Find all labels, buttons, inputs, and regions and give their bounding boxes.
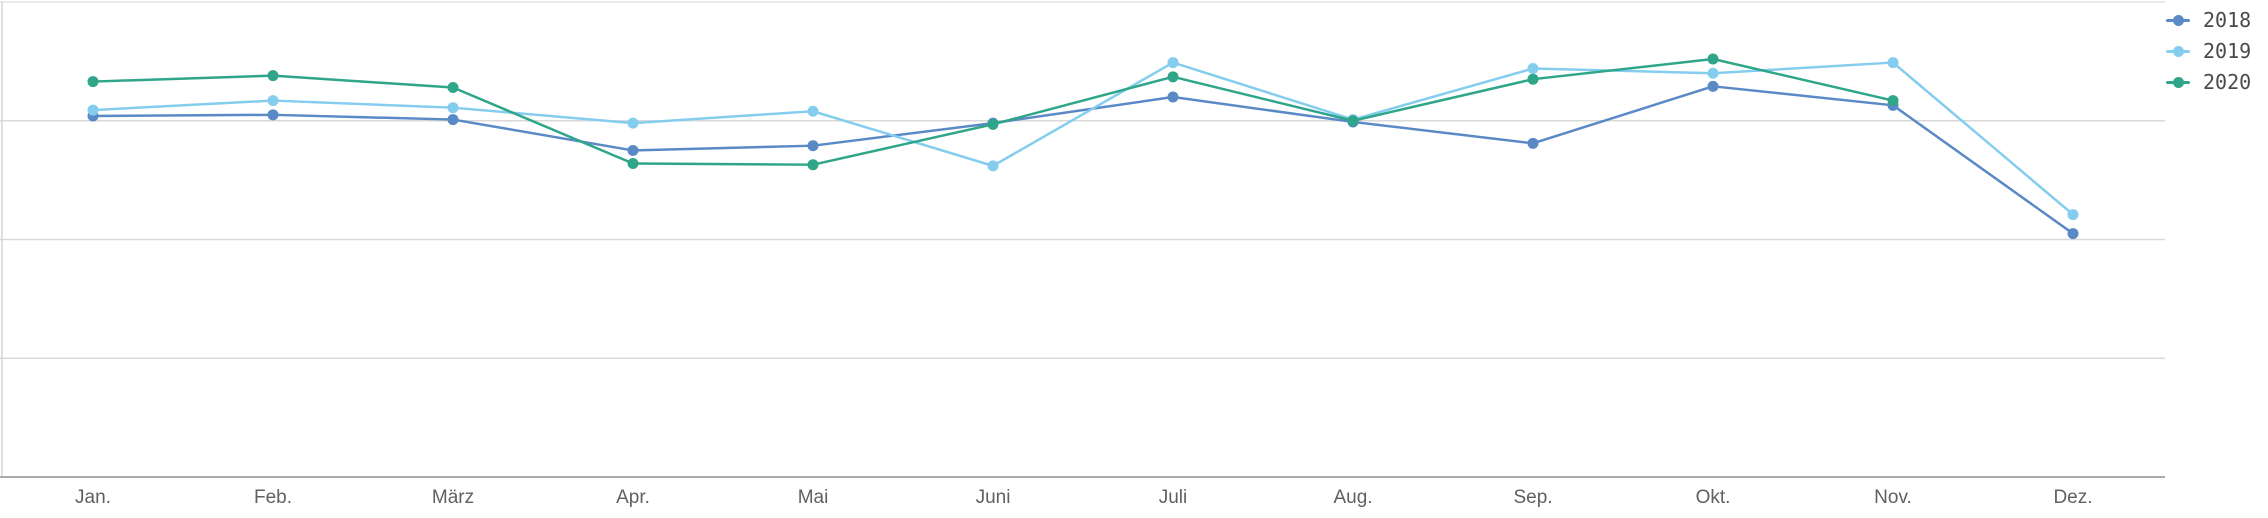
data-point-2019[interactable] [627, 117, 639, 129]
data-point-2020[interactable] [1527, 73, 1539, 85]
x-axis-label: Mai [797, 487, 829, 508]
data-point-2020[interactable] [447, 82, 459, 93]
legend-line-dot-icon [2166, 14, 2190, 26]
x-axis-label: Okt. [1695, 487, 1731, 508]
legend-label-2018: 2018 [2203, 8, 2252, 32]
data-point-2019[interactable] [2067, 209, 2079, 221]
data-point-2018[interactable] [1527, 137, 1539, 149]
data-point-2020[interactable] [1707, 53, 1719, 65]
data-point-2019[interactable] [1527, 63, 1539, 74]
data-point-2019[interactable] [1707, 67, 1719, 79]
data-point-2019[interactable] [1167, 57, 1179, 69]
x-axis-label: Jan. [75, 487, 111, 508]
data-point-2020[interactable] [1347, 115, 1359, 127]
legend-item-2018[interactable]: 2018 [2166, 8, 2251, 32]
x-axis-label: Aug. [1333, 487, 1373, 508]
data-point-2018[interactable] [627, 144, 639, 156]
series-line-2018 [91, 85, 2075, 235]
data-point-2019[interactable] [987, 160, 999, 172]
x-axis-label: Feb. [253, 487, 293, 508]
data-point-2020[interactable] [627, 158, 639, 169]
data-point-2019[interactable] [267, 95, 279, 107]
x-axis-label: Apr. [616, 487, 650, 508]
data-point-2018[interactable] [807, 140, 819, 152]
x-axis-label: Dez. [2053, 487, 2093, 508]
data-point-2019[interactable] [807, 105, 819, 117]
series-line-2020 [91, 57, 1895, 166]
data-point-2018[interactable] [2067, 228, 2079, 240]
data-point-2020[interactable] [807, 159, 819, 171]
x-axis-label: März [431, 487, 475, 508]
x-axis-label: Nov. [1874, 487, 1912, 508]
legend-label-2019: 2019 [2203, 39, 2252, 63]
data-point-2018[interactable] [1167, 91, 1179, 103]
data-point-2020[interactable] [267, 70, 279, 82]
legend-line-dot-icon [2166, 45, 2190, 57]
data-point-2019[interactable] [447, 102, 459, 114]
legend-item-2019[interactable]: 2019 [2166, 39, 2251, 63]
data-point-2020[interactable] [987, 118, 999, 130]
legend-label-2020: 2020 [2203, 70, 2252, 94]
x-axis-label: Sep. [1513, 487, 1553, 508]
series-line-2019 [91, 61, 2075, 216]
data-point-2020[interactable] [1887, 95, 1899, 107]
data-point-2019[interactable] [87, 104, 99, 116]
data-point-2020[interactable] [1167, 71, 1179, 83]
data-point-2018[interactable] [447, 114, 459, 126]
chart-legend: 2018 2019 2020 [2166, 8, 2251, 94]
x-axis-label: Juli [1158, 487, 1188, 508]
legend-line-dot-icon [2166, 76, 2190, 88]
data-point-2018[interactable] [267, 109, 279, 121]
data-point-2020[interactable] [87, 76, 99, 88]
x-axis: Jan. Feb. März Apr. Mai Juni Juli Aug. Sep. Okt. N… [0, 486, 2268, 514]
data-point-2019[interactable] [1887, 57, 1899, 69]
x-axis-label: Juni [975, 487, 1011, 508]
data-point-2018[interactable] [1707, 80, 1719, 92]
legend-item-2020[interactable]: 2020 [2166, 70, 2251, 94]
